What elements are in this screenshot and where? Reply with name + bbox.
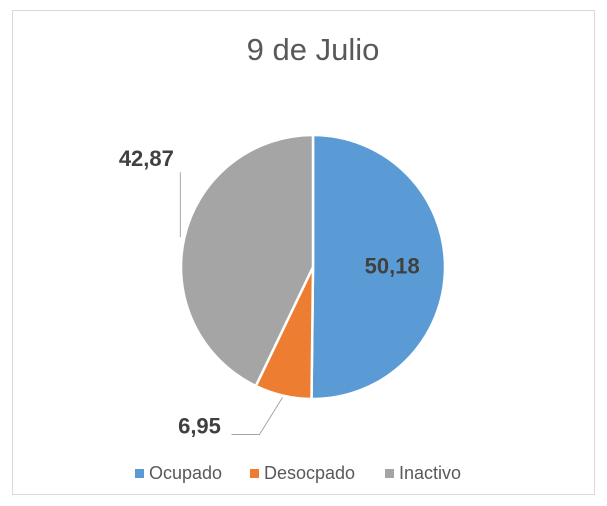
legend-swatch — [250, 469, 259, 478]
pie-slice — [310, 133, 447, 401]
data-label: 6,95 — [178, 413, 221, 438]
legend-label: Ocupado — [149, 463, 222, 483]
leader-line — [231, 397, 283, 435]
legend-label: Inactivo — [399, 463, 461, 483]
chart-title: 9 de Julio — [247, 32, 380, 67]
legend-label: Desocpado — [264, 463, 355, 483]
pie-slice — [179, 133, 315, 388]
legend-swatch — [385, 469, 394, 478]
data-label: 50,18 — [365, 253, 420, 278]
data-label: 42,87 — [119, 146, 174, 171]
legend-swatch — [135, 469, 144, 478]
